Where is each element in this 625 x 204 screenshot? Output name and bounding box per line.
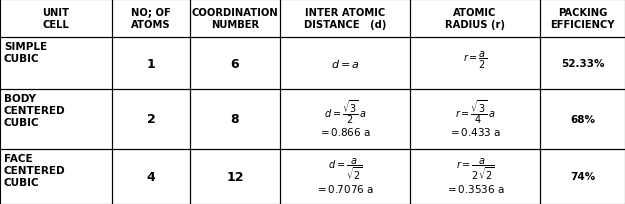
Text: $d = a$: $d = a$ [331,58,359,70]
Text: $r = \dfrac{a}{2}$: $r = \dfrac{a}{2}$ [463,49,487,70]
Bar [190,90,280,149]
Bar [190,149,280,204]
Text: ATOMIC
RADIUS (r): ATOMIC RADIUS (r) [445,8,505,30]
Text: 8: 8 [231,113,239,126]
Bar [410,90,540,149]
Bar [410,149,540,204]
Bar [280,38,410,90]
Text: $= 0.3536\ \mathrm{a}$: $= 0.3536\ \mathrm{a}$ [445,183,505,195]
Bar [540,149,625,204]
Bar [112,38,190,90]
Text: NO; OF
ATOMS: NO; OF ATOMS [131,8,171,30]
Bar [280,149,410,204]
Text: 4: 4 [147,170,156,183]
Bar [280,0,410,38]
Bar [540,38,625,90]
Text: $d = \dfrac{\sqrt{3}}{2}\,a$: $d = \dfrac{\sqrt{3}}{2}\,a$ [324,98,366,125]
Text: CUBIC: CUBIC [4,54,39,64]
Bar [112,0,190,38]
Text: $r = \dfrac{a}{2\sqrt{2}}$: $r = \dfrac{a}{2\sqrt{2}}$ [456,156,494,181]
Text: PACKING
EFFICIENCY: PACKING EFFICIENCY [550,8,615,30]
Text: CENTERED: CENTERED [4,165,66,175]
Text: CUBIC: CUBIC [4,118,39,127]
Text: FACE: FACE [4,153,32,163]
Text: BODY: BODY [4,94,36,103]
Bar [190,0,280,38]
Bar [540,90,625,149]
Text: 68%: 68% [570,114,595,124]
Bar [0,90,112,149]
Bar [0,0,112,38]
Text: $= 0.866\ \mathrm{a}$: $= 0.866\ \mathrm{a}$ [319,125,371,137]
Text: 12: 12 [226,170,244,183]
Text: 74%: 74% [570,172,595,182]
Text: 2: 2 [147,113,156,126]
Text: COORDINATION
NUMBER: COORDINATION NUMBER [192,8,278,30]
Bar [410,0,540,38]
Text: CENTERED: CENTERED [4,105,66,115]
Text: SIMPLE: SIMPLE [4,42,47,52]
Text: 1: 1 [147,57,156,70]
Bar [0,149,112,204]
Bar [280,90,410,149]
Text: CUBIC: CUBIC [4,177,39,187]
Bar [0,38,112,90]
Text: UNIT
CELL: UNIT CELL [42,8,69,30]
Bar [410,38,540,90]
Bar [540,0,625,38]
Bar [190,38,280,90]
Text: 52.33%: 52.33% [561,59,604,69]
Text: INTER ATOMIC
DISTANCE   (d): INTER ATOMIC DISTANCE (d) [304,8,386,30]
Bar [112,149,190,204]
Text: $d = \dfrac{a}{\sqrt{2}}$: $d = \dfrac{a}{\sqrt{2}}$ [328,156,362,181]
Bar [112,90,190,149]
Text: $= 0.433\ \mathrm{a}$: $= 0.433\ \mathrm{a}$ [448,125,502,137]
Text: 6: 6 [231,57,239,70]
Text: $r = \dfrac{\sqrt{3}}{4}\,a$: $r = \dfrac{\sqrt{3}}{4}\,a$ [454,98,496,125]
Text: $= 0.7076\ \mathrm{a}$: $= 0.7076\ \mathrm{a}$ [316,183,374,195]
